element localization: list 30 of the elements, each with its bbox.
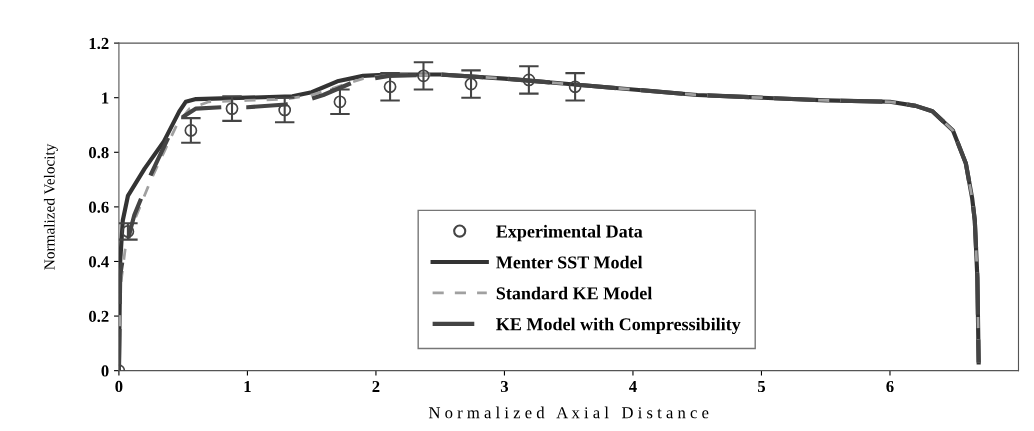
y-tick-label: 1 (102, 92, 109, 104)
x-tick-label: 0 (115, 380, 123, 393)
x-axis-title: N o r m a l i z e d A x i a l D i s t a n c e (428, 406, 709, 419)
point (184, 124, 198, 137)
x-tick-label: 2 (372, 380, 380, 392)
legend-label: Standard KE Model (496, 286, 653, 300)
y-tick-label: 1.2 (89, 37, 109, 50)
point (225, 102, 239, 116)
legend-label: Experimental Data (496, 224, 643, 242)
y-tick-label: 0 (101, 365, 109, 377)
x-tick-label: 4 (629, 380, 637, 392)
y-tick-label: 0.2 (88, 310, 109, 323)
y-tick-label: 0.6 (88, 201, 109, 213)
point (417, 69, 430, 83)
point (568, 80, 582, 94)
point (383, 80, 397, 94)
x-tick-label: 5 (757, 381, 766, 393)
y-axis-title: Normalized Velocity (43, 143, 58, 270)
x-tick-label: 3 (500, 380, 509, 393)
point (121, 225, 135, 238)
x-tick-label: 1 (244, 380, 251, 392)
x-tick-label: 6 (886, 380, 894, 393)
point (522, 73, 536, 87)
y-tick-label: 0.8 (88, 146, 109, 159)
point (333, 95, 347, 109)
y-tick-label: 0.4 (88, 256, 109, 268)
point (464, 77, 478, 91)
legend-label: KE Model with Compressibility (496, 317, 741, 335)
point (278, 103, 292, 117)
legend-label: Menter SST Model (496, 255, 643, 269)
